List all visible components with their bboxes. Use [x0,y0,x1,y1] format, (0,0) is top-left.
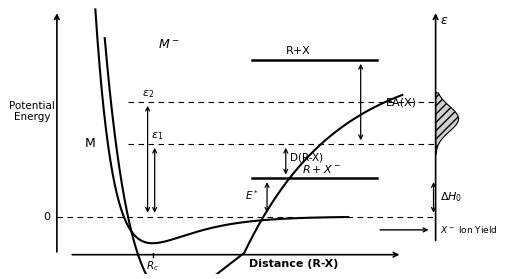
Text: $\varepsilon_2$: $\varepsilon_2$ [142,88,154,100]
Text: $R_c$: $R_c$ [146,259,159,273]
Text: $\varepsilon_1$: $\varepsilon_1$ [150,130,163,142]
Text: EA(X): EA(X) [386,97,417,107]
Text: 0: 0 [44,211,51,222]
Text: $E^*$: $E^*$ [245,189,259,203]
Polygon shape [436,93,459,155]
Text: $\varepsilon$: $\varepsilon$ [440,14,448,27]
Text: Distance (R-X): Distance (R-X) [249,259,339,270]
Text: $M^-$: $M^-$ [159,38,180,51]
Text: M: M [85,138,95,150]
Text: D(R-X): D(R-X) [290,152,323,162]
Text: $\Delta H_0$: $\Delta H_0$ [440,191,462,204]
Text: $R+X^-$: $R+X^-$ [303,163,341,175]
Text: $X^-$ Ion Yield: $X^-$ Ion Yield [440,224,498,235]
Text: R+X: R+X [286,46,311,56]
Text: Potential
Energy: Potential Energy [9,101,55,122]
